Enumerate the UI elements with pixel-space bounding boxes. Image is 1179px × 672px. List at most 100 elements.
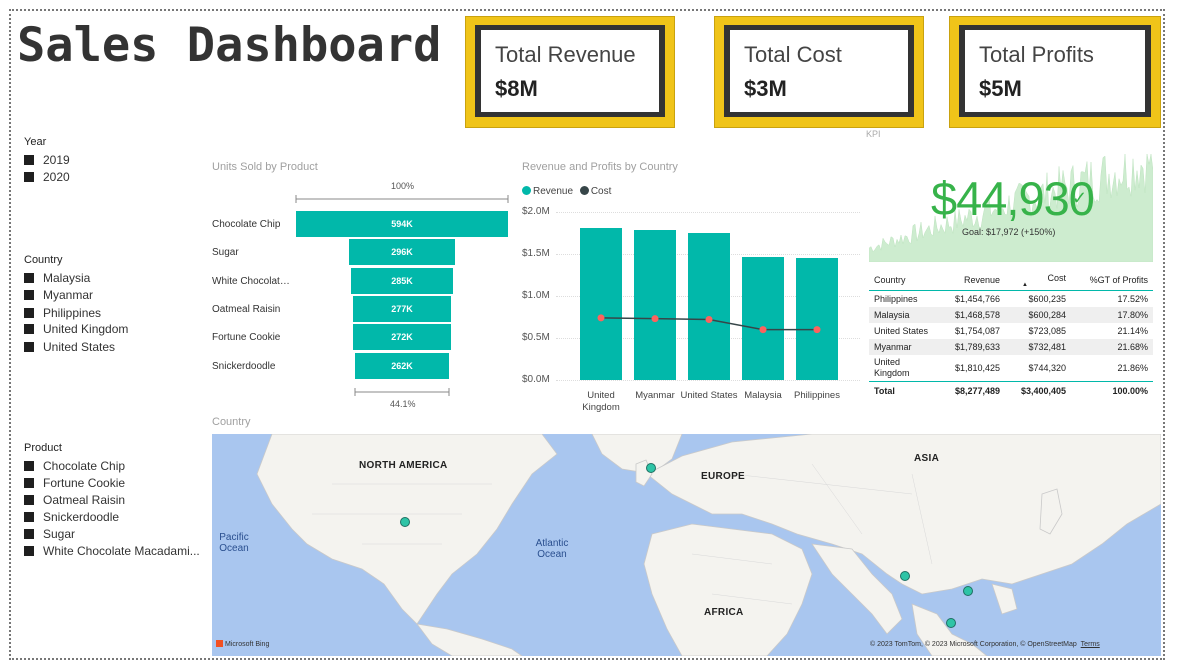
revenue-column[interactable] <box>634 229 676 380</box>
map-terms-link[interactable]: Terms <box>1080 641 1100 648</box>
kpi-label: Total Profits <box>979 42 1094 67</box>
y-tick-label: $0.5M <box>522 332 550 343</box>
table-row[interactable]: Malaysia $1,468,578 $600,284 17.80% <box>869 307 1153 323</box>
funnel-bar[interactable]: 277K <box>352 295 452 322</box>
funnel-category-label: Fortune Cookie <box>212 332 281 344</box>
slicer-item-fortune-cookie[interactable]: Fortune Cookie <box>24 476 125 490</box>
kpi-value: $8M <box>495 76 538 101</box>
funnel-bar[interactable]: 285K <box>351 267 453 294</box>
funnel-category-label: Oatmeal Raisin <box>212 303 281 315</box>
chart-legend: Revenue Cost <box>522 186 611 197</box>
col-header-country[interactable]: Country <box>869 270 939 291</box>
map-label-africa: AFRICA <box>704 607 744 618</box>
checkbox-icon[interactable] <box>24 308 34 318</box>
funnel-bar[interactable]: 262K <box>355 352 449 379</box>
country-table: Country Revenue Cost ▲ %GT of Profits Phi… <box>869 270 1153 399</box>
funnel-top-percent: 100% <box>391 181 415 191</box>
country-slicer-title: Country <box>24 254 63 266</box>
slicer-item-white-chocolate[interactable]: White Chocolate Macadami... <box>24 544 200 558</box>
col-header-revenue[interactable]: Revenue <box>939 270 1005 291</box>
table-row[interactable]: Myanmar $1,789,633 $732,481 21.68% <box>869 339 1153 355</box>
checkbox-icon[interactable] <box>24 342 34 352</box>
funnel-bar[interactable]: 296K <box>349 239 455 266</box>
slicer-item-2019[interactable]: 2019 <box>24 153 70 167</box>
dashboard-frame <box>9 9 1165 660</box>
map-pin-united-kingdom[interactable] <box>646 463 656 473</box>
slicer-item-sugar[interactable]: Sugar <box>24 527 75 541</box>
product-slicer-title: Product <box>24 442 62 454</box>
map-pin-united-states[interactable] <box>400 517 410 527</box>
funnel-bar[interactable]: 272K <box>353 324 451 351</box>
revenue-column[interactable] <box>742 256 784 380</box>
map-title: Country <box>212 416 251 428</box>
table-row[interactable]: United Kingdom $1,810,425 $744,320 21.86% <box>874 357 1148 378</box>
slicer-item-2020[interactable]: 2020 <box>24 170 70 184</box>
kpi-big-value: $44,930 <box>931 172 1095 225</box>
slicer-item-oatmeal-raisin[interactable]: Oatmeal Raisin <box>24 493 125 507</box>
revenue-column[interactable] <box>796 258 838 380</box>
map-label-north-america: NORTH AMERICA <box>359 460 448 471</box>
checkbox-icon[interactable] <box>24 546 34 556</box>
kpi-label: Total Revenue <box>495 42 636 67</box>
gridline <box>556 212 860 213</box>
slicer-item-united-kingdom[interactable]: United Kingdom <box>24 322 128 336</box>
funnel-category-label: Snickerdoodle <box>212 360 276 372</box>
legend-cost-label[interactable]: Cost <box>590 186 612 197</box>
x-axis-label: United States <box>680 390 738 401</box>
revenue-column[interactable] <box>580 227 622 380</box>
x-axis-label: Malaysia <box>744 390 782 401</box>
table-row[interactable]: United States $1,754,087 $723,085 21.14% <box>874 326 1148 336</box>
legend-revenue-dot <box>522 186 531 195</box>
kpi-label: Total Cost <box>744 42 842 67</box>
map-pin-philippines[interactable] <box>963 586 973 596</box>
checkbox-icon[interactable] <box>24 512 34 522</box>
revenue-column[interactable] <box>688 233 730 380</box>
y-tick-label: $2.0M <box>522 206 550 217</box>
bing-icon <box>216 640 223 647</box>
slicer-item-malaysia[interactable]: Malaysia <box>24 271 90 285</box>
slicer-item-snickerdoodle[interactable]: Snickerdoodle <box>24 510 119 524</box>
col-header-gt-profits[interactable]: %GT of Profits <box>1071 270 1153 291</box>
checkbox-icon[interactable] <box>24 461 34 471</box>
funnel-chart-title: Units Sold by Product <box>212 161 318 173</box>
map-pin-myanmar[interactable] <box>900 571 910 581</box>
kpi-card-cost[interactable]: Total Cost $3M <box>714 16 924 128</box>
checkbox-icon[interactable] <box>24 290 34 300</box>
kpi-value: $3M <box>744 76 787 101</box>
checkbox-icon[interactable] <box>24 495 34 505</box>
checkbox-icon[interactable] <box>24 324 34 334</box>
legend-cost-dot <box>579 186 589 195</box>
kpi-goal-text: Goal: $17,972 (+150%) <box>962 227 1056 237</box>
x-axis-label: United Kingdom <box>582 390 620 413</box>
y-tick-label: $1.5M <box>522 248 550 259</box>
checkbox-icon[interactable] <box>24 155 34 165</box>
funnel-bottom-percent: 44.1% <box>390 399 416 409</box>
y-tick-label: $0.0M <box>522 374 550 385</box>
checkbox-icon[interactable] <box>24 478 34 488</box>
kpi-card-profits[interactable]: Total Profits $5M <box>949 16 1161 128</box>
slicer-item-myanmar[interactable]: Myanmar <box>24 288 93 302</box>
kpi-trend-area <box>869 153 1153 262</box>
checkbox-icon[interactable] <box>24 529 34 539</box>
column-chart-title: Revenue and Profits by Country <box>522 161 678 173</box>
bing-logo: Microsoft Bing <box>216 640 269 648</box>
check-icon: ✓ <box>1072 188 1088 208</box>
map-label-atlantic-ocean: Atlantic Ocean <box>535 538 569 560</box>
x-axis-label: Myanmar <box>635 390 675 401</box>
legend-revenue-label[interactable]: Revenue <box>533 186 574 197</box>
slicer-item-philippines[interactable]: Philippines <box>24 306 101 320</box>
checkbox-icon[interactable] <box>24 273 34 283</box>
slicer-item-chocolate-chip[interactable]: Chocolate Chip <box>24 459 125 473</box>
country-map[interactable]: NORTH AMERICA EUROPE ASIA AFRICA Pacific… <box>212 434 1161 656</box>
checkbox-icon[interactable] <box>24 172 34 182</box>
gridline <box>556 380 860 381</box>
map-copyright: © 2023 TomTom, © 2023 Microsoft Corporat… <box>870 641 1100 648</box>
map-pin-malaysia[interactable] <box>946 618 956 628</box>
table-total-row: Total $8,277,489 $3,400,405 100.00% <box>869 381 1153 399</box>
slicer-item-united-states[interactable]: United States <box>24 340 115 354</box>
table-row[interactable]: Philippines $1,454,766 $600,235 17.52% <box>874 294 1148 304</box>
x-axis-label: Philippines <box>794 390 840 401</box>
col-header-cost[interactable]: Cost ▲ <box>1005 270 1071 291</box>
kpi-card-revenue[interactable]: Total Revenue $8M <box>465 16 675 128</box>
funnel-bar[interactable]: 594K <box>296 211 508 237</box>
